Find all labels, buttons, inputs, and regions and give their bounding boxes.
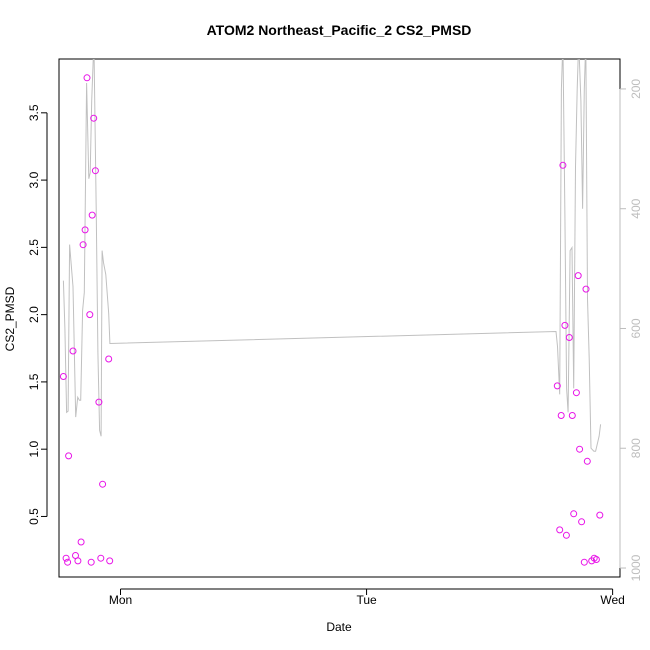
data-point [562, 531, 570, 539]
data-point [69, 347, 77, 355]
data-point [578, 518, 586, 526]
data-point [105, 355, 113, 363]
y-axis-label: CS2_PMSD [3, 286, 17, 351]
data-point [596, 511, 604, 519]
data-point [88, 211, 96, 219]
data-point [565, 334, 573, 341]
data-point [79, 241, 87, 249]
data-point [574, 272, 582, 280]
data-point [576, 445, 584, 453]
data-point [90, 114, 98, 122]
y-tick-label: 3.0 [27, 171, 41, 188]
data-point [97, 554, 105, 562]
y2-tick-label: 1000 [629, 554, 643, 581]
data-point [559, 161, 567, 169]
data-point [87, 558, 95, 566]
y-tick-label: 2.5 [27, 239, 41, 256]
chart-title: ATOM2 Northeast_Pacific_2 CS2_PMSD [207, 22, 472, 38]
data-point [62, 554, 70, 562]
data-point [557, 412, 565, 419]
y2-tick-label: 400 [629, 198, 643, 218]
y-tick-label: 1.0 [27, 441, 41, 458]
x-tick-label: Wed [600, 593, 624, 607]
data-point [570, 510, 578, 518]
data-point [561, 321, 569, 329]
data-point [553, 382, 561, 390]
data-point [91, 167, 99, 175]
y2-tick-label: 800 [629, 438, 643, 458]
data-point [592, 556, 600, 563]
data-point [583, 457, 591, 465]
y-tick-label: 2.0 [27, 306, 41, 323]
x-tick-label: Mon [109, 593, 132, 607]
points-layer [59, 74, 604, 566]
data-point [81, 226, 89, 234]
data-point [59, 373, 67, 380]
data-point [65, 452, 73, 460]
y2-tick-label: 600 [629, 318, 643, 338]
data-point [86, 311, 94, 319]
x-axis-label: Date [326, 620, 352, 634]
data-point [64, 558, 72, 566]
y-tick-label: 0.5 [27, 508, 41, 525]
depth-line-layer [62, 59, 602, 452]
y2-tick-label: 200 [629, 79, 643, 99]
plot-frame [58, 58, 621, 578]
data-point [74, 557, 82, 565]
data-point [568, 412, 576, 419]
y-tick-label: 1.5 [27, 373, 41, 390]
data-point [106, 557, 114, 565]
data-point [572, 389, 580, 397]
data-point [580, 558, 588, 566]
data-point [556, 526, 564, 534]
data-point [99, 480, 107, 488]
data-point [77, 538, 85, 546]
data-point [582, 285, 590, 293]
data-point [95, 398, 103, 406]
y-tick-label: 3.5 [27, 104, 41, 121]
axes-layer: 0.5 1.0 1.5 2.0 2.5 3.0 3.5 Mon Tue Wed 200 400 600 8… [27, 79, 643, 607]
data-point [83, 74, 91, 82]
depth-series-line [62, 59, 602, 452]
x-tick-label: Tue [356, 593, 377, 607]
